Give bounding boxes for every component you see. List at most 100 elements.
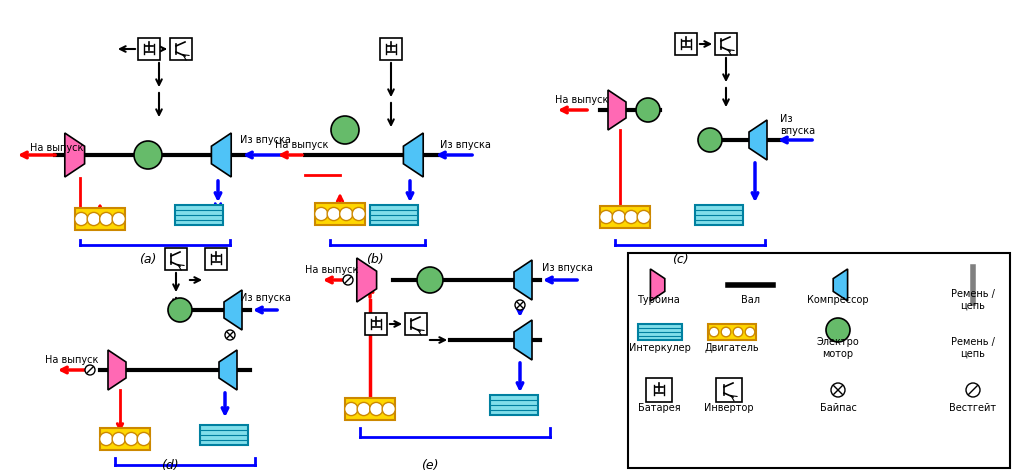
Circle shape <box>966 383 980 397</box>
Text: Из
впуска: Из впуска <box>780 114 815 136</box>
Circle shape <box>113 212 125 226</box>
Circle shape <box>87 212 100 226</box>
Circle shape <box>600 210 612 224</box>
Text: Из впуска: Из впуска <box>240 135 291 145</box>
Polygon shape <box>749 120 767 160</box>
Circle shape <box>345 402 357 416</box>
FancyBboxPatch shape <box>165 248 187 270</box>
Polygon shape <box>514 320 532 360</box>
Text: Двигатель: Двигатель <box>705 343 760 353</box>
Circle shape <box>99 432 113 446</box>
Circle shape <box>417 267 443 293</box>
Circle shape <box>612 210 626 224</box>
Circle shape <box>370 402 383 416</box>
FancyBboxPatch shape <box>315 203 365 225</box>
Circle shape <box>343 275 353 285</box>
Circle shape <box>625 210 638 224</box>
Text: Батарея: Батарея <box>638 403 680 413</box>
Polygon shape <box>514 260 532 300</box>
FancyBboxPatch shape <box>715 33 737 55</box>
Text: Вестгейт: Вестгейт <box>949 403 996 413</box>
FancyBboxPatch shape <box>175 205 223 225</box>
FancyBboxPatch shape <box>100 428 150 450</box>
Polygon shape <box>650 269 665 301</box>
Text: Электро
мотор: Электро мотор <box>816 337 859 359</box>
Circle shape <box>340 208 353 220</box>
FancyBboxPatch shape <box>628 253 1010 468</box>
Circle shape <box>745 327 755 337</box>
FancyBboxPatch shape <box>490 395 538 415</box>
Circle shape <box>85 365 95 375</box>
Circle shape <box>327 208 340 220</box>
Text: Инвертор: Инвертор <box>705 403 754 413</box>
Polygon shape <box>108 350 126 390</box>
FancyBboxPatch shape <box>370 205 418 225</box>
Polygon shape <box>356 258 377 302</box>
Circle shape <box>137 432 151 446</box>
FancyBboxPatch shape <box>646 378 672 402</box>
FancyBboxPatch shape <box>406 313 427 335</box>
Circle shape <box>382 402 395 416</box>
Circle shape <box>331 116 359 144</box>
Text: (c): (c) <box>672 254 688 266</box>
FancyBboxPatch shape <box>365 313 387 335</box>
Circle shape <box>698 128 722 152</box>
FancyBboxPatch shape <box>170 38 193 60</box>
Polygon shape <box>608 90 626 130</box>
Text: На выпуск: На выпуск <box>275 140 329 150</box>
FancyBboxPatch shape <box>638 324 682 340</box>
Polygon shape <box>403 133 423 177</box>
Text: Интеркулер: Интеркулер <box>629 343 691 353</box>
Circle shape <box>113 432 125 446</box>
Text: (a): (a) <box>139 254 157 266</box>
FancyBboxPatch shape <box>200 425 248 445</box>
Text: (d): (d) <box>161 458 179 472</box>
Text: Из впуска: Из впуска <box>240 293 291 303</box>
Circle shape <box>352 208 366 220</box>
Text: На выпуск: На выпуск <box>45 355 98 365</box>
Circle shape <box>733 327 742 337</box>
Text: На выпуск: На выпуск <box>555 95 608 105</box>
Polygon shape <box>834 269 848 301</box>
FancyBboxPatch shape <box>345 398 395 420</box>
Circle shape <box>636 98 660 122</box>
Circle shape <box>225 330 234 340</box>
Circle shape <box>168 298 193 322</box>
Polygon shape <box>219 350 237 390</box>
Text: Байпас: Байпас <box>819 403 856 413</box>
FancyBboxPatch shape <box>75 208 125 230</box>
FancyBboxPatch shape <box>138 38 160 60</box>
Text: Ремень /
цепь: Ремень / цепь <box>951 337 995 359</box>
Text: Турбина: Турбина <box>637 295 679 305</box>
Circle shape <box>314 208 328 220</box>
Text: Из впуска: Из впуска <box>440 140 490 150</box>
Circle shape <box>75 212 88 226</box>
Circle shape <box>125 432 138 446</box>
Circle shape <box>515 300 525 310</box>
Polygon shape <box>65 133 85 177</box>
Circle shape <box>357 402 371 416</box>
FancyBboxPatch shape <box>675 33 697 55</box>
Polygon shape <box>224 290 242 330</box>
Text: Компрессор: Компрессор <box>807 295 868 305</box>
Polygon shape <box>211 133 231 177</box>
Circle shape <box>831 383 845 397</box>
FancyBboxPatch shape <box>716 378 742 402</box>
FancyBboxPatch shape <box>708 324 756 340</box>
Text: (b): (b) <box>367 254 384 266</box>
Circle shape <box>134 141 162 169</box>
Text: Из впуска: Из впуска <box>542 263 593 273</box>
Text: Ремень /
цепь: Ремень / цепь <box>951 289 995 311</box>
FancyBboxPatch shape <box>695 205 743 225</box>
Text: Вал: Вал <box>740 295 760 305</box>
FancyBboxPatch shape <box>205 248 227 270</box>
Circle shape <box>710 327 719 337</box>
Text: На выпуск: На выпуск <box>305 265 358 275</box>
Text: (e): (e) <box>421 458 438 472</box>
Circle shape <box>99 212 113 226</box>
Circle shape <box>721 327 731 337</box>
FancyBboxPatch shape <box>600 206 650 228</box>
Circle shape <box>637 210 650 224</box>
Circle shape <box>826 318 850 342</box>
Text: На выпуск: На выпуск <box>30 143 83 153</box>
